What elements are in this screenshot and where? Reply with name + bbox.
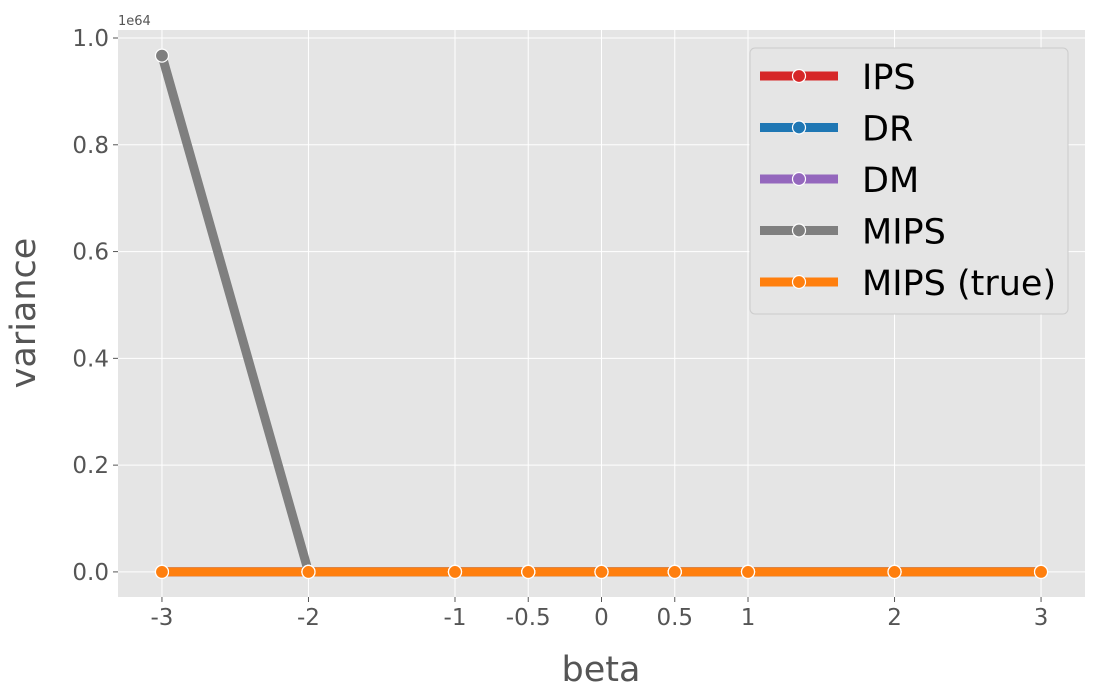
y-tick-label: 0.4 bbox=[72, 346, 109, 372]
x-tick-label: -3 bbox=[150, 605, 173, 631]
series-markers bbox=[154, 48, 1049, 580]
x-tick-label: 2 bbox=[887, 605, 902, 631]
y-tick-label: 0.8 bbox=[72, 133, 109, 159]
series-marker-3 bbox=[154, 48, 170, 63]
x-tick-label: -2 bbox=[297, 605, 320, 631]
x-tick-label: -1 bbox=[444, 605, 467, 631]
y-offset-label: 1e64 bbox=[118, 14, 151, 29]
legend-swatch-marker bbox=[791, 171, 807, 187]
x-tick-label: 0.5 bbox=[656, 605, 693, 631]
series-marker-4 bbox=[594, 564, 609, 580]
x-axis-title: beta bbox=[562, 650, 641, 690]
series-marker-4 bbox=[447, 564, 463, 580]
x-tick-label: 0 bbox=[594, 605, 609, 631]
y-tick-label: 1.0 bbox=[72, 26, 109, 52]
legend-label: IPS bbox=[862, 58, 916, 98]
series-marker-4 bbox=[740, 564, 756, 580]
series-marker-4 bbox=[667, 564, 682, 580]
legend-swatch-marker bbox=[791, 68, 807, 84]
legend-label: DR bbox=[862, 110, 913, 150]
x-tick-label: 1 bbox=[741, 605, 756, 631]
y-tick-label: 0.6 bbox=[72, 240, 109, 266]
y-axis-title: variance bbox=[4, 238, 44, 389]
x-tick-label: 3 bbox=[1034, 605, 1049, 631]
series-marker-4 bbox=[301, 564, 316, 580]
series-marker-4 bbox=[1033, 564, 1049, 580]
legend-label: DM bbox=[862, 161, 919, 201]
legend-label: MIPS bbox=[862, 213, 946, 253]
series-marker-4 bbox=[154, 564, 170, 580]
legend-swatch-marker bbox=[791, 274, 807, 290]
legend-label: MIPS (true) bbox=[862, 264, 1056, 304]
legend-swatch-marker bbox=[791, 120, 807, 135]
x-axis-ticks: -3 -2 -1 -0.5 0 0.5 1 2 3 bbox=[150, 597, 1048, 631]
legend: IPS DR DM MIPS MIPS (true) bbox=[749, 47, 1069, 315]
series-marker-4 bbox=[521, 564, 536, 580]
y-tick-label: 0.2 bbox=[72, 453, 109, 479]
series-marker-4 bbox=[887, 564, 902, 580]
legend-entries: IPS DR DM MIPS MIPS (true) bbox=[760, 58, 1056, 304]
legend-box bbox=[749, 47, 1069, 315]
legend-swatch-marker bbox=[791, 223, 807, 238]
x-tick-label: -0.5 bbox=[506, 605, 551, 631]
y-tick-label: 0.0 bbox=[72, 560, 109, 586]
y-axis-ticks: 0.0 0.2 0.4 0.6 0.8 1.0 bbox=[72, 26, 118, 586]
